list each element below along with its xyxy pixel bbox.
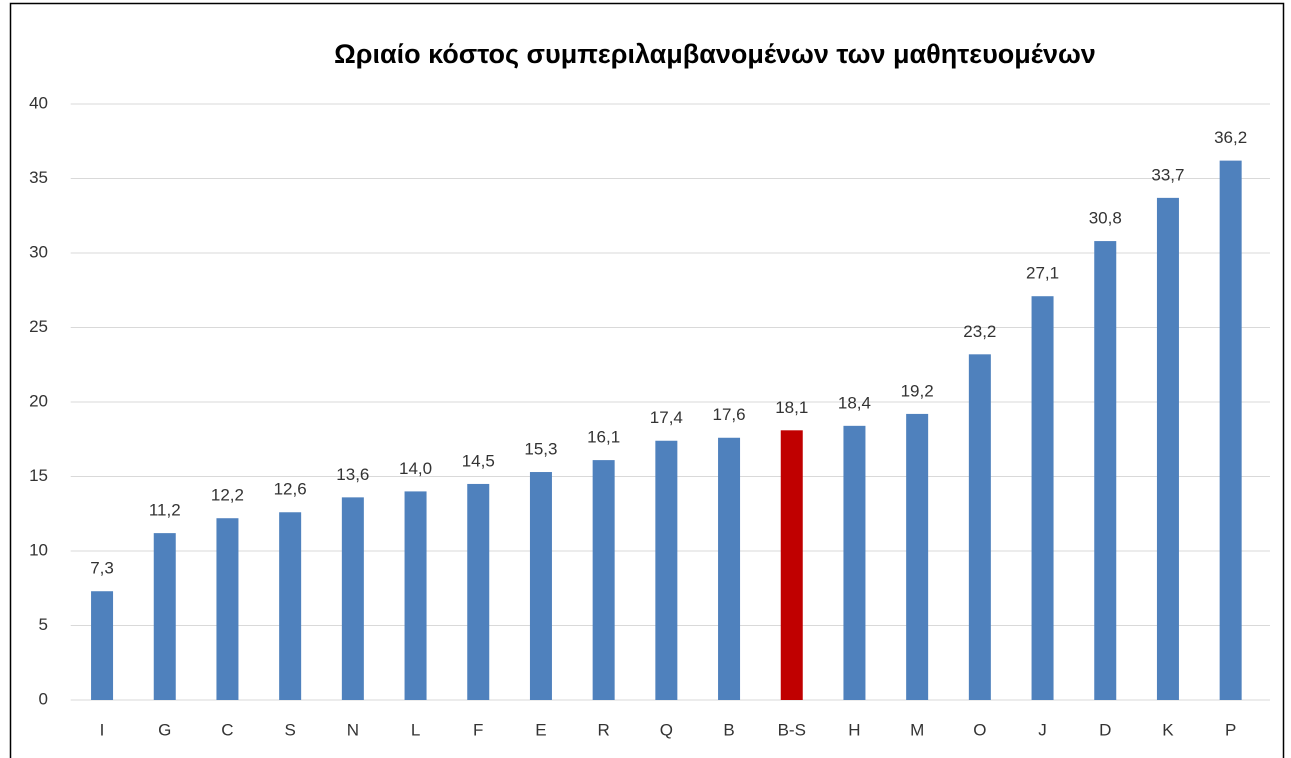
x-tick-label: B-S [778, 720, 806, 739]
value-label: 30,8 [1089, 209, 1122, 228]
x-tick-label: F [473, 720, 483, 739]
bar [404, 491, 427, 700]
value-label: 17,6 [713, 405, 746, 424]
value-label: 7,3 [90, 559, 114, 578]
bar [1031, 296, 1054, 700]
y-tick-label: 30 [29, 242, 48, 261]
chart-title: Ωριαίο κόστος συμπεριλαμβανομένων των μα… [334, 39, 1096, 69]
bar [467, 483, 490, 700]
value-label: 13,6 [336, 465, 369, 484]
x-tick-label: D [1099, 720, 1111, 739]
bar [1219, 160, 1242, 700]
bar [718, 437, 741, 700]
bar [968, 354, 991, 700]
value-label: 27,1 [1026, 264, 1059, 283]
bar [655, 440, 678, 700]
y-tick-label: 40 [29, 93, 48, 112]
y-tick-label: 15 [29, 466, 48, 485]
x-tick-label: C [221, 720, 233, 739]
value-label: 14,0 [399, 459, 432, 478]
bar [1156, 197, 1179, 700]
bar [529, 472, 552, 700]
x-tick-label: P [1225, 720, 1236, 739]
value-label: 16,1 [587, 428, 620, 447]
bar [341, 497, 364, 700]
x-tick-label: J [1038, 720, 1047, 739]
value-label: 23,2 [963, 322, 996, 341]
x-tick-label: N [347, 720, 359, 739]
x-tick-label: L [411, 720, 420, 739]
value-label: 17,4 [650, 408, 683, 427]
bar [279, 512, 302, 700]
value-label: 18,1 [775, 398, 808, 417]
x-tick-label: G [158, 720, 171, 739]
x-tick-label: R [598, 720, 610, 739]
x-tick-label: M [910, 720, 924, 739]
x-tick-label: B [723, 720, 734, 739]
x-tick-label: E [535, 720, 546, 739]
value-label: 36,2 [1214, 128, 1247, 147]
value-label: 15,3 [524, 440, 557, 459]
chart-border [9, 2, 1285, 758]
bar [906, 413, 929, 700]
x-tick-label: O [973, 720, 986, 739]
y-tick-label: 0 [39, 689, 48, 708]
x-tick-label: I [100, 720, 105, 739]
y-tick-label: 25 [29, 317, 48, 336]
value-label: 12,6 [274, 480, 307, 499]
bar [1094, 241, 1117, 700]
bar [843, 425, 866, 700]
bar [592, 460, 615, 700]
x-tick-label: Q [660, 720, 673, 739]
y-tick-label: 20 [29, 391, 48, 410]
y-tick-label: 10 [29, 540, 48, 559]
value-label: 19,2 [901, 381, 934, 400]
bar [780, 430, 803, 700]
value-label: 14,5 [462, 451, 495, 470]
value-label: 12,2 [211, 486, 244, 505]
bar [153, 533, 176, 700]
x-tick-label: K [1162, 720, 1174, 739]
x-tick-label: H [848, 720, 860, 739]
y-tick-label: 35 [29, 168, 48, 187]
value-label: 33,7 [1151, 165, 1184, 184]
x-tick-label: S [284, 720, 295, 739]
bar [91, 591, 114, 700]
value-label: 18,4 [838, 393, 871, 412]
y-tick-label: 5 [39, 615, 48, 634]
value-label: 11,2 [149, 501, 181, 520]
bar [216, 518, 239, 700]
